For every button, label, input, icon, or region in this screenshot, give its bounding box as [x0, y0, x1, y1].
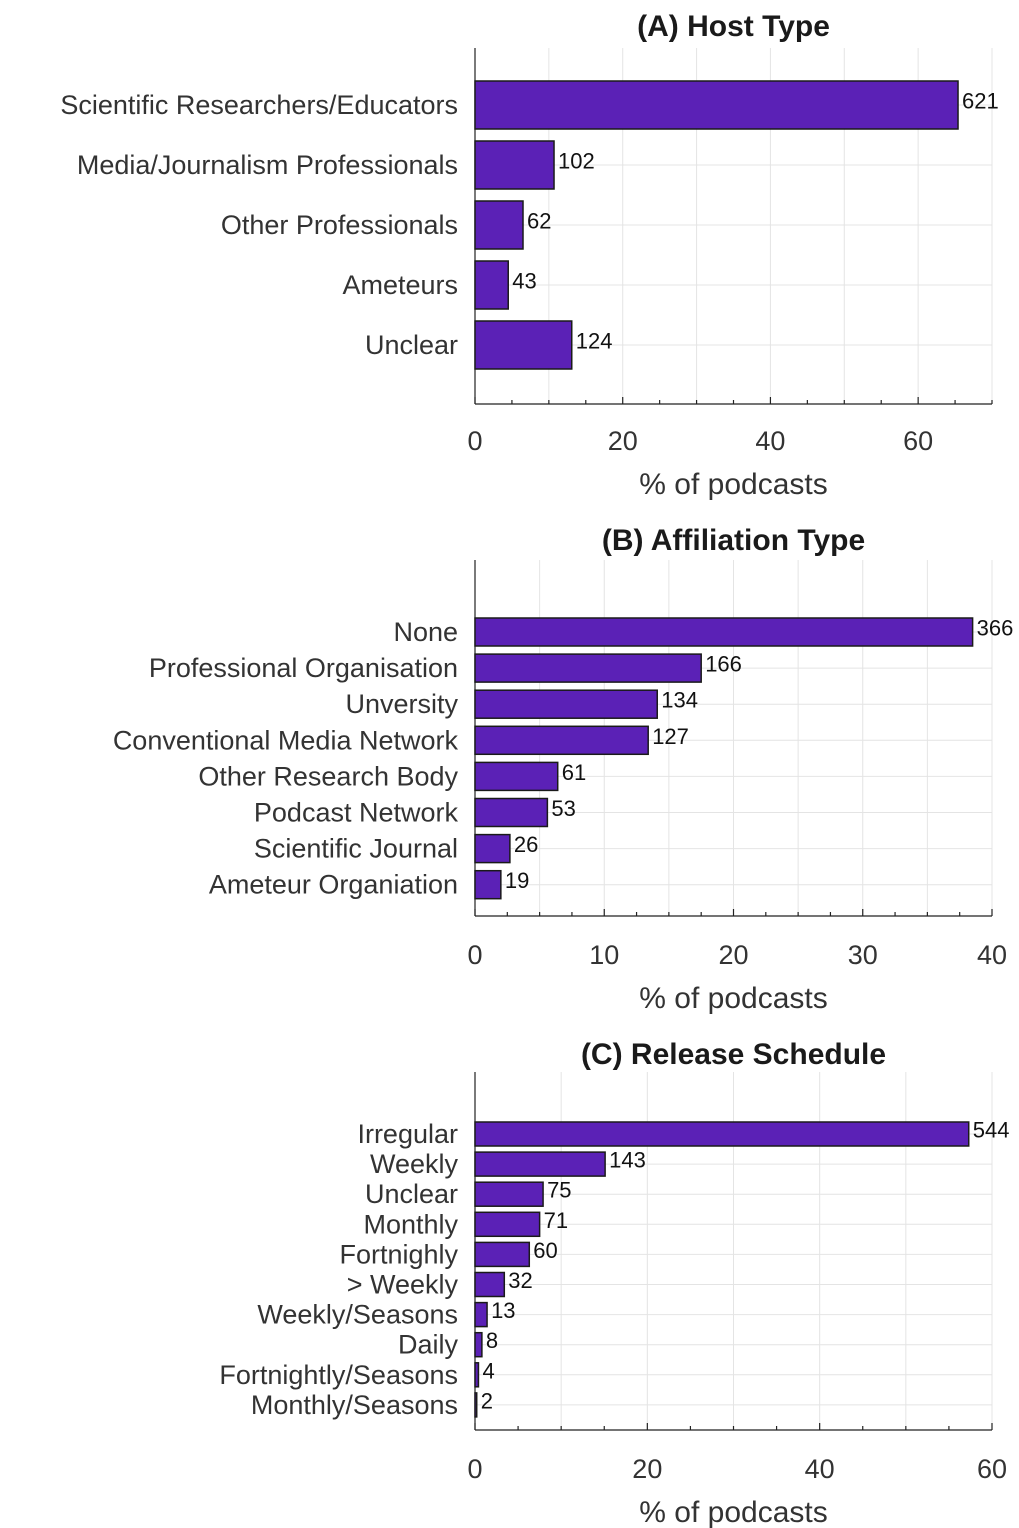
bar [474, 1271, 506, 1298]
category-label: Conventional Media Network [113, 725, 459, 755]
category-label: Scientific Journal [254, 834, 458, 864]
category-label: Weekly [370, 1149, 459, 1179]
data-label: 4 [482, 1358, 494, 1383]
bar [474, 689, 658, 719]
data-label: 134 [661, 688, 698, 713]
category-label: Ameteur Organiation [209, 870, 458, 900]
x-tick-label: 40 [977, 940, 1007, 970]
data-label: 53 [551, 796, 575, 821]
data-label: 43 [512, 269, 536, 294]
category-label: Fortnighly [339, 1239, 458, 1269]
x-tick-label: 20 [718, 940, 748, 970]
x-tick-label: 60 [977, 1454, 1007, 1484]
bar [474, 1211, 541, 1238]
data-label: 544 [973, 1118, 1010, 1143]
bar [474, 200, 524, 250]
category-label: Unclear [365, 330, 458, 360]
bar [474, 1362, 480, 1388]
chart-title: (B) Affiliation Type [602, 524, 865, 557]
data-label: 13 [491, 1298, 515, 1323]
data-label: 8 [486, 1328, 498, 1353]
category-label: Unversity [345, 689, 458, 719]
bar [474, 833, 511, 864]
x-tick-label: 40 [755, 426, 785, 456]
data-label: 26 [514, 832, 538, 857]
data-label: 127 [652, 724, 689, 749]
data-label: 61 [562, 760, 586, 785]
bar [474, 1392, 478, 1418]
data-label: 62 [527, 209, 551, 234]
x-tick-label: 10 [589, 940, 619, 970]
data-label: 621 [962, 89, 999, 114]
data-label: 124 [576, 329, 613, 354]
bar [474, 869, 502, 900]
chart-panel-2: 0 10 20 30 40 None 366 Professional Organisatio… [113, 524, 1014, 1015]
category-label: Ameteurs [342, 270, 458, 300]
category-label: Media/Journalism Professionals [77, 150, 458, 180]
bar [474, 797, 549, 828]
data-label: 75 [547, 1178, 571, 1203]
x-axis-title: % of podcasts [639, 1496, 827, 1528]
category-label: Fortnightly/Seasons [219, 1360, 458, 1390]
bar [474, 725, 649, 756]
chart-title: (A) Host Type [637, 10, 830, 43]
category-label: Other Research Body [198, 761, 458, 791]
data-label: 366 [977, 616, 1014, 641]
x-tick-label: 60 [903, 426, 933, 456]
category-label: Podcast Network [254, 798, 459, 828]
x-tick-label: 20 [608, 426, 638, 456]
bar [474, 761, 559, 792]
category-label: > Weekly [347, 1270, 459, 1300]
data-label: 166 [705, 652, 742, 677]
data-label: 71 [544, 1208, 568, 1233]
category-label: Irregular [357, 1119, 458, 1149]
x-tick-label: 0 [467, 1454, 482, 1484]
bar [474, 1241, 531, 1268]
bar [474, 1301, 488, 1328]
data-label: 102 [558, 149, 595, 174]
data-label: 60 [533, 1238, 557, 1263]
bar [474, 617, 974, 647]
bar [474, 260, 509, 310]
category-label: Other Professionals [221, 210, 458, 240]
bar [474, 1121, 970, 1147]
category-label: Professional Organisation [149, 653, 458, 683]
x-tick-label: 0 [467, 940, 482, 970]
bar [474, 653, 702, 683]
data-label: 19 [505, 868, 529, 893]
category-label: Monthly/Seasons [251, 1390, 458, 1420]
x-axis-title: % of podcasts [639, 468, 827, 501]
x-tick-label: 40 [805, 1454, 835, 1484]
category-label: Daily [398, 1330, 459, 1360]
category-label: Unclear [365, 1179, 458, 1209]
bar [474, 320, 573, 370]
x-tick-label: 20 [632, 1454, 662, 1484]
x-tick-label: 0 [467, 426, 482, 456]
data-label: 2 [481, 1388, 493, 1413]
chart-title: (C) Release Schedule [581, 1038, 886, 1071]
chart-panel-3: 0 20 40 60 Irregular 544 Weekly 143 Unclear 75 Mon… [219, 1038, 1009, 1528]
category-label: None [393, 617, 458, 647]
x-axis-title: % of podcasts [639, 982, 827, 1015]
data-label: 32 [508, 1268, 532, 1293]
data-label: 143 [609, 1148, 646, 1173]
bar [474, 140, 555, 190]
bar [474, 1151, 606, 1177]
bar [474, 1331, 483, 1358]
x-tick-label: 30 [848, 940, 878, 970]
category-label: Monthly [363, 1209, 458, 1239]
bar [474, 80, 959, 130]
category-label: Weekly/Seasons [257, 1300, 458, 1330]
category-label: Scientific Researchers/Educators [60, 90, 458, 120]
bar [474, 1181, 544, 1207]
chart-panel-1: 0 20 40 60 Scientific Researchers/Educators 6… [60, 10, 998, 501]
